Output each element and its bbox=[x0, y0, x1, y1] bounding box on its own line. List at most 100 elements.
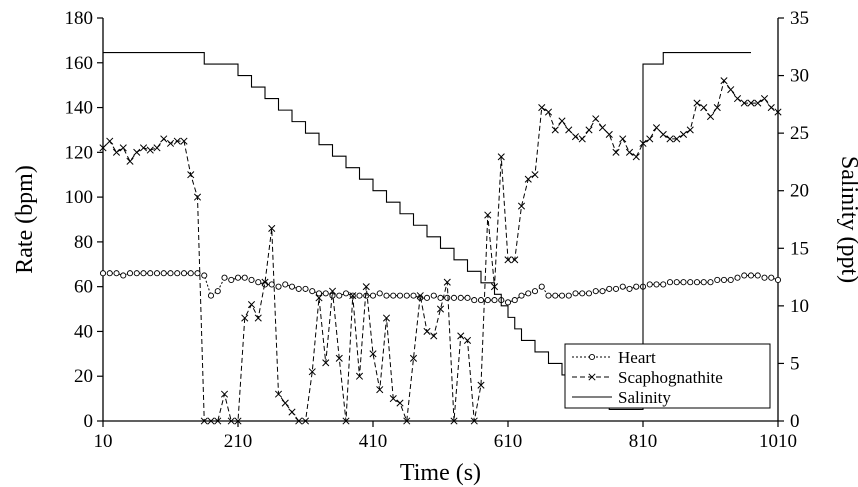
scaphognathite-point bbox=[382, 314, 391, 322]
scaphognathite-point bbox=[754, 99, 762, 107]
heart-point bbox=[592, 288, 599, 295]
heart-point bbox=[552, 292, 559, 299]
y-axis-left-title: Rate (bpm) bbox=[12, 165, 38, 274]
scaphognathite-point bbox=[605, 130, 613, 138]
y-left-tick-label: 60 bbox=[74, 277, 93, 298]
legend-label-heart: Heart bbox=[618, 348, 656, 367]
scaphognathite-point bbox=[504, 256, 512, 264]
scaphognathite-point bbox=[261, 278, 269, 286]
scaphognathite-point bbox=[747, 99, 755, 107]
heart-point bbox=[747, 272, 755, 279]
heart-point bbox=[558, 292, 566, 299]
scaphognathite-point bbox=[713, 104, 721, 112]
heart-point bbox=[619, 283, 626, 290]
scaphognathite-point bbox=[727, 86, 735, 94]
heart-point bbox=[606, 285, 613, 292]
axes: 0 20 40 60 80 100 120 140 160 180 0 5 10 15 20 25 30 35 10… bbox=[65, 8, 810, 452]
heart-point bbox=[504, 299, 512, 306]
y-left-tick-label: 120 bbox=[65, 142, 94, 163]
y-left-tick-label: 80 bbox=[74, 232, 93, 253]
heart-point bbox=[565, 292, 572, 299]
scaphognathite-point bbox=[551, 126, 559, 134]
scaphognathite-point bbox=[646, 135, 654, 143]
y-right-tick-label: 0 bbox=[790, 411, 800, 432]
scaphognathite-point bbox=[322, 359, 330, 367]
heart-point bbox=[761, 274, 768, 281]
scaphognathite-point bbox=[416, 292, 424, 300]
scaphognathite-point bbox=[598, 124, 607, 132]
scaphognathite-point bbox=[430, 332, 438, 340]
heart-point bbox=[363, 292, 370, 299]
x-tick-label: 1010 bbox=[759, 431, 797, 452]
heart-point bbox=[282, 281, 289, 288]
y-left-tick-label: 180 bbox=[65, 8, 94, 29]
heart-point bbox=[268, 281, 275, 288]
heart-point bbox=[727, 276, 734, 284]
heart-point bbox=[255, 279, 262, 286]
scaphognathite-point bbox=[328, 287, 337, 295]
y-right-tick-label: 30 bbox=[790, 66, 809, 87]
heart-point bbox=[295, 285, 302, 292]
heart-point bbox=[693, 279, 701, 286]
heart-point bbox=[538, 283, 545, 290]
scaphognathite-point bbox=[700, 104, 708, 112]
heart-point bbox=[322, 290, 329, 297]
heart-point bbox=[315, 290, 323, 297]
legend-marker-scaphognathite bbox=[588, 373, 596, 381]
scaphognathite-point bbox=[565, 126, 573, 134]
heart-point bbox=[450, 294, 458, 301]
scaphognathite-point bbox=[295, 417, 303, 425]
heart-point bbox=[687, 279, 694, 286]
y-left-tick-label: 40 bbox=[74, 321, 93, 342]
heart-point bbox=[457, 294, 464, 301]
scaphognathite-point bbox=[524, 175, 532, 183]
legend-marker-heart bbox=[588, 353, 596, 361]
scaphognathite-point bbox=[592, 115, 600, 123]
legend-label-salinity: Salinity bbox=[618, 388, 671, 407]
heart-point bbox=[714, 276, 721, 284]
scaphognathite-point bbox=[409, 354, 418, 362]
y-left-tick-label: 0 bbox=[84, 411, 94, 432]
scaphognathite-point bbox=[173, 137, 181, 145]
heart-point bbox=[525, 290, 532, 297]
y-right-tick-label: 25 bbox=[790, 123, 809, 144]
scaphognathite-point bbox=[760, 95, 769, 103]
y-axis-right-title: Salinity (ppt) bbox=[836, 156, 858, 283]
heart-point bbox=[248, 276, 255, 284]
heart-point bbox=[612, 285, 620, 292]
x-tick-label: 810 bbox=[629, 431, 658, 452]
scaphognathite-point bbox=[720, 77, 728, 85]
heart-point bbox=[491, 297, 498, 304]
heart-point bbox=[646, 281, 653, 288]
heart-point bbox=[700, 279, 707, 286]
scaphognathite-point bbox=[362, 283, 370, 291]
heart-point bbox=[228, 276, 235, 284]
scaphognathite-point bbox=[517, 202, 526, 210]
x-tick-label: 410 bbox=[359, 431, 388, 452]
scaphognathite-point bbox=[376, 386, 384, 394]
scaphognathite-point bbox=[349, 292, 357, 300]
scaphognathite-point bbox=[301, 417, 310, 425]
heart-point bbox=[774, 276, 782, 284]
heart-point bbox=[336, 292, 343, 299]
x-axis-title: Time (s) bbox=[400, 460, 481, 486]
heart-point bbox=[369, 292, 377, 299]
scaphognathite-point bbox=[153, 144, 161, 152]
y-right-tick-label: 10 bbox=[790, 296, 809, 317]
heart-point bbox=[126, 270, 134, 277]
heart-point bbox=[180, 270, 188, 277]
y-left-tick-label: 160 bbox=[65, 53, 94, 74]
scaphognathite-point bbox=[180, 137, 188, 145]
scaphognathite-point bbox=[234, 417, 242, 425]
y-right-tick-label: 20 bbox=[790, 181, 809, 202]
scaphognathite-point bbox=[679, 130, 688, 138]
heart-point bbox=[720, 276, 728, 284]
scaphognathite-point bbox=[571, 133, 580, 141]
heart-point bbox=[106, 270, 113, 277]
scaphognathite-point bbox=[538, 104, 546, 112]
heart-point bbox=[477, 297, 485, 304]
heart-point bbox=[234, 274, 242, 281]
scaphognathite-point bbox=[119, 144, 127, 152]
